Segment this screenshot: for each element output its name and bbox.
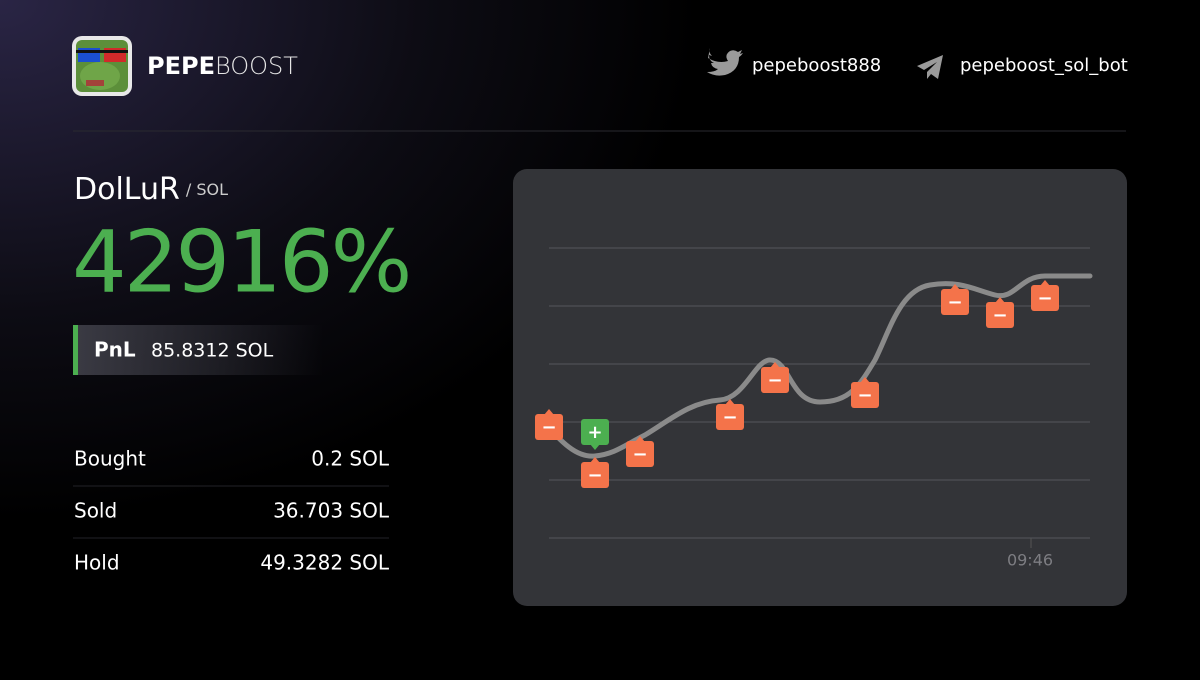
marker-box <box>581 419 609 445</box>
marker-pointer <box>860 377 870 383</box>
marker-pointer <box>770 362 780 368</box>
stat-value: 49.3282 SOL <box>260 551 390 575</box>
telegram-icon <box>917 55 943 79</box>
chart-panel <box>513 169 1127 606</box>
pnl-box <box>73 325 323 375</box>
sell-marker: − <box>716 399 744 430</box>
marker-pointer <box>590 457 600 463</box>
marker-sign: − <box>587 465 602 486</box>
brand-bold: PEPE <box>147 52 215 80</box>
marker-sign: − <box>857 385 872 406</box>
marker-pointer <box>725 399 735 405</box>
pnl-label: PnL <box>94 338 136 362</box>
twitter-icon <box>707 48 743 76</box>
logo <box>72 36 132 96</box>
marker-box <box>986 302 1014 328</box>
sell-marker: − <box>761 362 789 393</box>
marker-box <box>626 441 654 467</box>
marker-pointer <box>635 436 645 442</box>
marker-pointer <box>995 297 1005 303</box>
time-label: 09:46 <box>1007 551 1053 570</box>
sell-marker: − <box>535 409 563 440</box>
trade-markers: − + − − − − − − − − <box>535 280 1059 488</box>
token-name: DolLuR / SOL <box>74 172 228 207</box>
sell-marker: − <box>581 457 609 488</box>
marker-box <box>535 414 563 440</box>
marker-pointer <box>544 409 554 415</box>
marker-sign: − <box>992 305 1007 326</box>
marker-box <box>851 382 879 408</box>
price-line <box>537 273 1093 459</box>
twitter-handle[interactable]: pepeboost888 <box>752 55 881 76</box>
marker-box <box>716 404 744 430</box>
marker-box <box>761 367 789 393</box>
token-symbol: DolLuR <box>74 172 180 207</box>
stat-value: 36.703 SOL <box>273 499 390 523</box>
buy-marker: + <box>581 419 609 450</box>
stat-label: Hold <box>74 551 120 575</box>
token-pair: / SOL <box>186 180 228 199</box>
stat-label: Sold <box>74 499 117 523</box>
marker-sign: − <box>632 444 647 465</box>
sell-marker: − <box>1031 280 1059 311</box>
pnl-percent: 42916% <box>72 212 409 312</box>
marker-box <box>1031 285 1059 311</box>
telegram-handle[interactable]: pepeboost_sol_bot <box>960 55 1128 76</box>
stat-value: 0.2 SOL <box>311 447 390 471</box>
marker-sign: − <box>541 417 556 438</box>
marker-sign: − <box>947 292 962 313</box>
sell-marker: − <box>626 436 654 467</box>
sell-marker: − <box>941 284 969 315</box>
stat-label: Bought <box>74 447 146 471</box>
marker-box <box>581 462 609 488</box>
marker-sign: − <box>722 407 737 428</box>
brand-light: BOOST <box>215 52 298 80</box>
stats: Bought 0.2 SOL Sold 36.703 SOL Hold 49.3282 S… <box>73 447 390 575</box>
sell-marker: − <box>986 297 1014 328</box>
marker-pointer <box>950 284 960 290</box>
marker-pointer <box>590 444 600 450</box>
brand: PEPEBOOST <box>147 52 298 80</box>
marker-sign: − <box>767 370 782 391</box>
sell-marker: − <box>851 377 879 408</box>
marker-sign: − <box>1037 288 1052 309</box>
marker-box <box>941 289 969 315</box>
pnl-value: 85.8312 SOL <box>151 340 274 362</box>
marker-pointer <box>1040 280 1050 286</box>
marker-sign: + <box>587 422 602 443</box>
pnl-accent <box>73 325 78 375</box>
